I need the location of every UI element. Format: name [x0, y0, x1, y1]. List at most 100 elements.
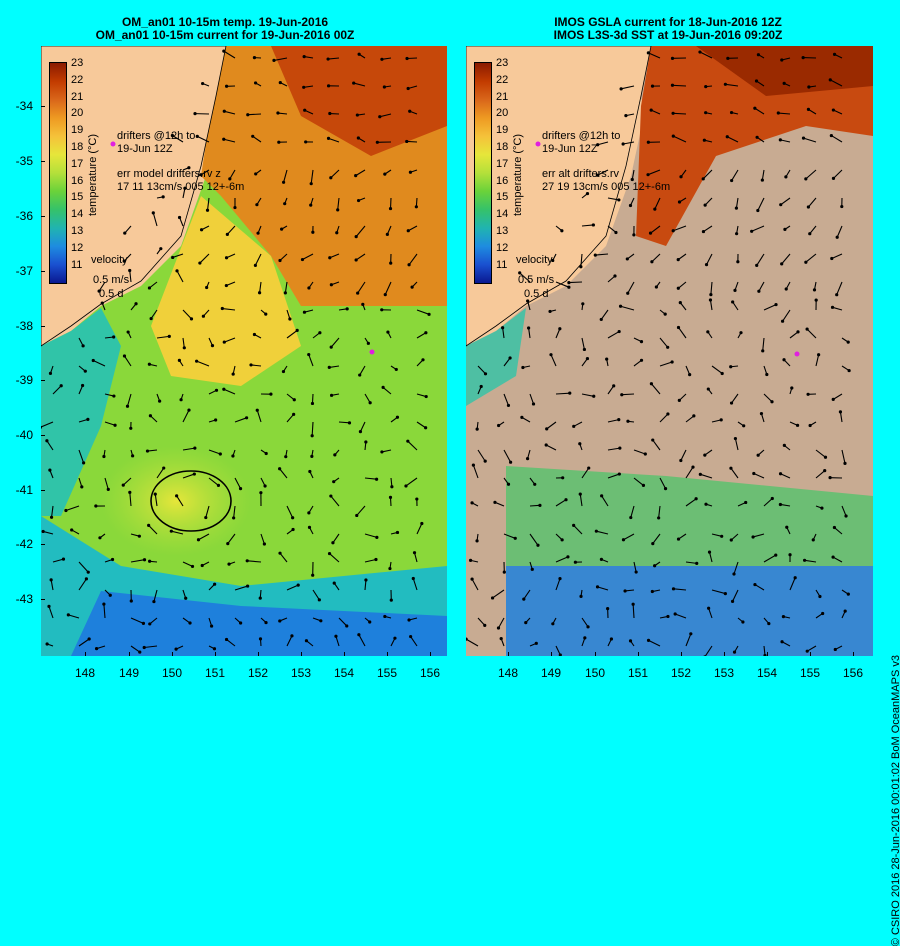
current-vector-head [310, 455, 313, 458]
x-tick-mark [551, 652, 552, 656]
current-vector-head [695, 497, 698, 500]
current-vector-head [551, 622, 554, 625]
current-vector-head [632, 233, 635, 236]
current-vector-head [123, 231, 126, 234]
current-vector-head [159, 247, 162, 250]
current-vector-head [98, 536, 101, 539]
current-vector-head [84, 370, 87, 373]
current-vector-head [50, 516, 53, 519]
current-vector-head [178, 359, 181, 362]
current-vector-head [674, 612, 677, 615]
current-vector-head [246, 584, 249, 587]
current-vector-head [533, 483, 536, 486]
current-vector-head [408, 110, 411, 113]
current-vector-head [217, 484, 220, 487]
current-vector-head [824, 456, 827, 459]
y-tick-mark [41, 326, 45, 327]
current-vector-head [333, 582, 336, 585]
current-vector-head [840, 205, 843, 208]
current-vector-head [572, 524, 575, 527]
current-vector-head [293, 398, 296, 401]
current-vector-head [128, 491, 131, 494]
current-vector-head [380, 58, 383, 61]
current-vector-head [755, 136, 758, 139]
current-vector-head [809, 424, 812, 427]
current-vector-head [222, 138, 225, 141]
current-vector [569, 282, 582, 283]
current-vector-head [549, 353, 552, 356]
current-vector-head [327, 84, 330, 87]
current-vector-head [150, 317, 153, 320]
current-vector-head [844, 514, 847, 517]
current-vector-head [249, 363, 252, 366]
current-vector-head [259, 491, 262, 494]
current-vector-head [579, 493, 582, 496]
current-vector-head [375, 536, 378, 539]
current-vector-head [206, 209, 209, 212]
current-vector-head [734, 437, 737, 440]
current-vector-head [225, 638, 228, 641]
current-vector-head [785, 526, 788, 529]
current-vector-head [336, 208, 339, 211]
current-vector-head [383, 615, 386, 618]
current-vector-head [794, 576, 797, 579]
current-vector-head [113, 424, 116, 427]
x-tick-label-left: 152 [248, 666, 268, 680]
current-vector-head [564, 498, 567, 501]
current-vector-head [269, 393, 272, 396]
current-vector-head [226, 542, 229, 545]
current-vector-head [823, 469, 826, 472]
current-vector-head [780, 58, 783, 61]
current-vector-head [572, 425, 575, 428]
current-vector-head [732, 572, 735, 575]
current-vector-head [730, 179, 733, 182]
current-vector-head [232, 372, 235, 375]
current-vector-head [254, 264, 257, 267]
current-vector-head [291, 528, 294, 531]
current-vector-head [253, 333, 256, 336]
current-vector-head [307, 511, 310, 514]
colorbar-tick-label: 23 [71, 58, 83, 69]
current-vector-head [807, 205, 810, 208]
y-tick-label: -40 [0, 428, 33, 442]
credit-text: © CSIRO 2016 28-Jun-2016 00:01:02 BoM Oc… [890, 655, 900, 946]
current-vector-head [330, 346, 333, 349]
current-vector-head [695, 562, 698, 565]
current-vector-head [622, 142, 625, 145]
current-vector-head [752, 472, 755, 475]
current-vector-head [707, 387, 710, 390]
current-vector-head [420, 522, 423, 525]
current-vector-head [679, 301, 682, 304]
current-vector-head [702, 177, 705, 180]
current-vector-head [374, 558, 377, 561]
current-vector-head [413, 551, 416, 554]
current-vector-head [311, 231, 314, 234]
current-vector-head [200, 228, 203, 231]
error-stats-note: err alt drifters.rv 27 19 13cm/s 005 12+… [542, 168, 670, 194]
current-vector-head [346, 307, 349, 310]
current-vector-head [753, 583, 756, 586]
current-vector-head [730, 111, 733, 114]
current-vector-head [278, 259, 281, 262]
current-vector-head [779, 503, 782, 506]
drifter-marker [370, 350, 375, 355]
current-vector [622, 394, 634, 395]
current-vector-head [655, 285, 658, 288]
colorbar-tick-label: 15 [496, 192, 508, 203]
current-vector-head [731, 300, 734, 303]
current-vector-head [383, 173, 386, 176]
current-vector-head [375, 478, 378, 481]
current-vector-head [404, 484, 407, 487]
current-vector-head [204, 516, 207, 519]
current-vector-head [567, 281, 570, 284]
current-vector-head [352, 81, 355, 84]
current-vector-head [785, 287, 788, 290]
current-vector-head [213, 583, 216, 586]
current-vector-head [193, 472, 196, 475]
left-panel-title: OM_an01 10-15m temp. 19-Jun-2016 OM_an01… [60, 16, 390, 42]
x-tick-mark [810, 652, 811, 656]
current-vector-head [198, 261, 201, 264]
current-vector-head [678, 200, 681, 203]
current-vector [673, 113, 686, 114]
current-vector-head [507, 483, 510, 486]
